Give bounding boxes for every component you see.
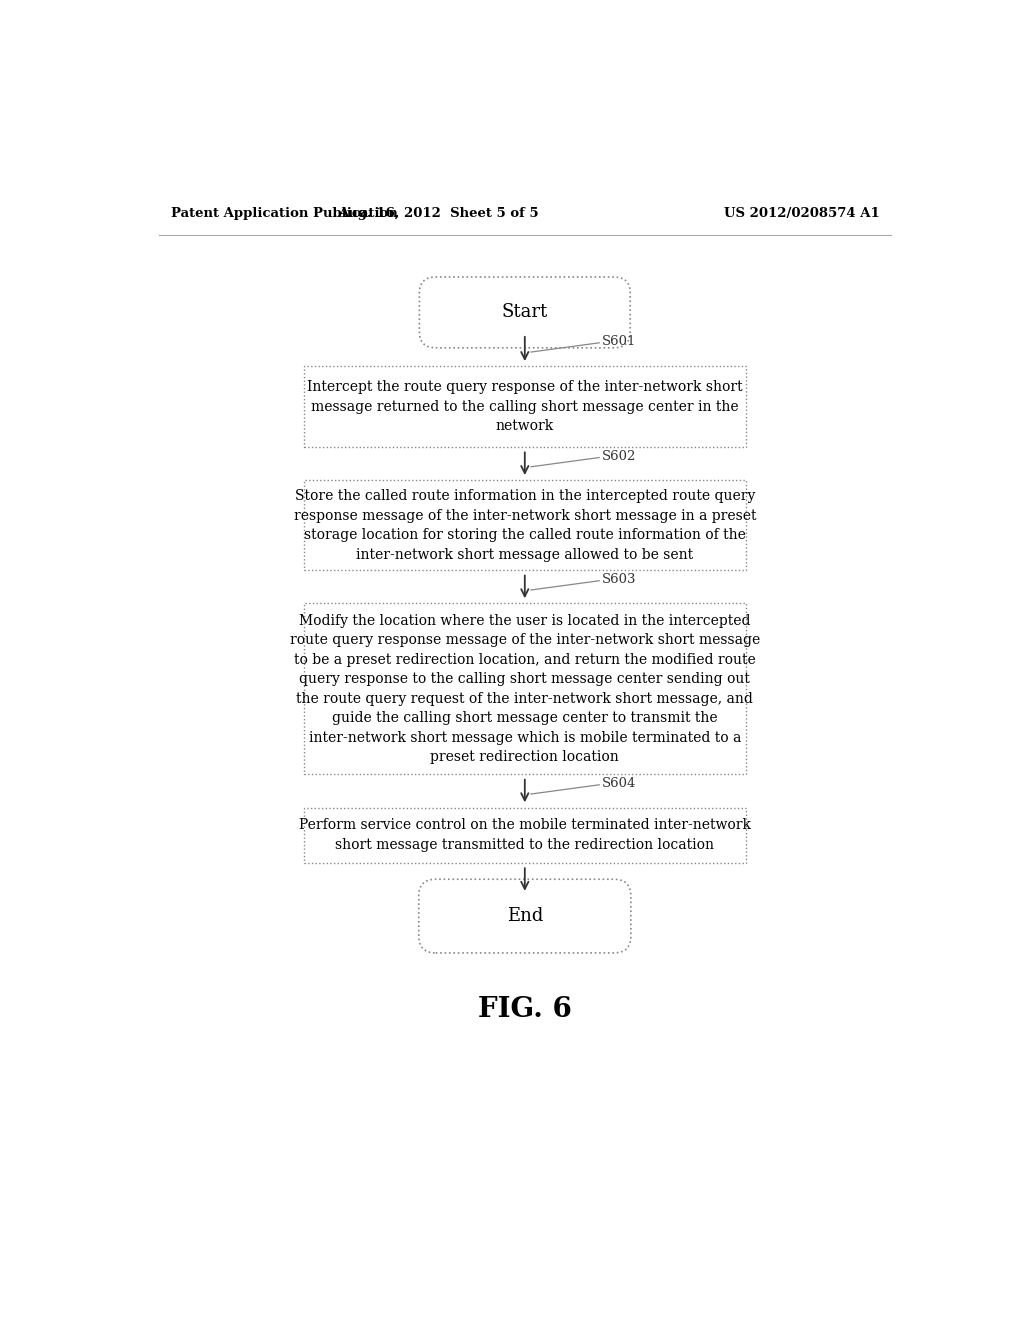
Text: S601: S601 — [602, 335, 637, 348]
Text: Intercept the route query response of the inter-network short
message returned t: Intercept the route query response of th… — [307, 380, 742, 433]
FancyBboxPatch shape — [304, 480, 745, 570]
Text: S602: S602 — [602, 450, 637, 463]
FancyBboxPatch shape — [420, 277, 630, 348]
Text: S603: S603 — [602, 573, 637, 586]
Text: FIG. 6: FIG. 6 — [478, 995, 571, 1023]
Text: Start: Start — [502, 304, 548, 321]
Text: S604: S604 — [602, 777, 637, 791]
FancyBboxPatch shape — [304, 808, 745, 863]
FancyBboxPatch shape — [419, 879, 631, 953]
Text: Aug. 16, 2012  Sheet 5 of 5: Aug. 16, 2012 Sheet 5 of 5 — [338, 207, 539, 220]
Text: Patent Application Publication: Patent Application Publication — [171, 207, 397, 220]
Text: End: End — [507, 907, 543, 925]
Text: Perform service control on the mobile terminated inter-network
short message tra: Perform service control on the mobile te… — [299, 818, 751, 851]
Text: US 2012/0208574 A1: US 2012/0208574 A1 — [724, 207, 880, 220]
FancyBboxPatch shape — [304, 367, 745, 447]
FancyBboxPatch shape — [304, 603, 745, 775]
Text: Store the called route information in the intercepted route query
response messa: Store the called route information in th… — [294, 488, 756, 561]
Text: Modify the location where the user is located in the intercepted
route query res: Modify the location where the user is lo… — [290, 614, 760, 764]
